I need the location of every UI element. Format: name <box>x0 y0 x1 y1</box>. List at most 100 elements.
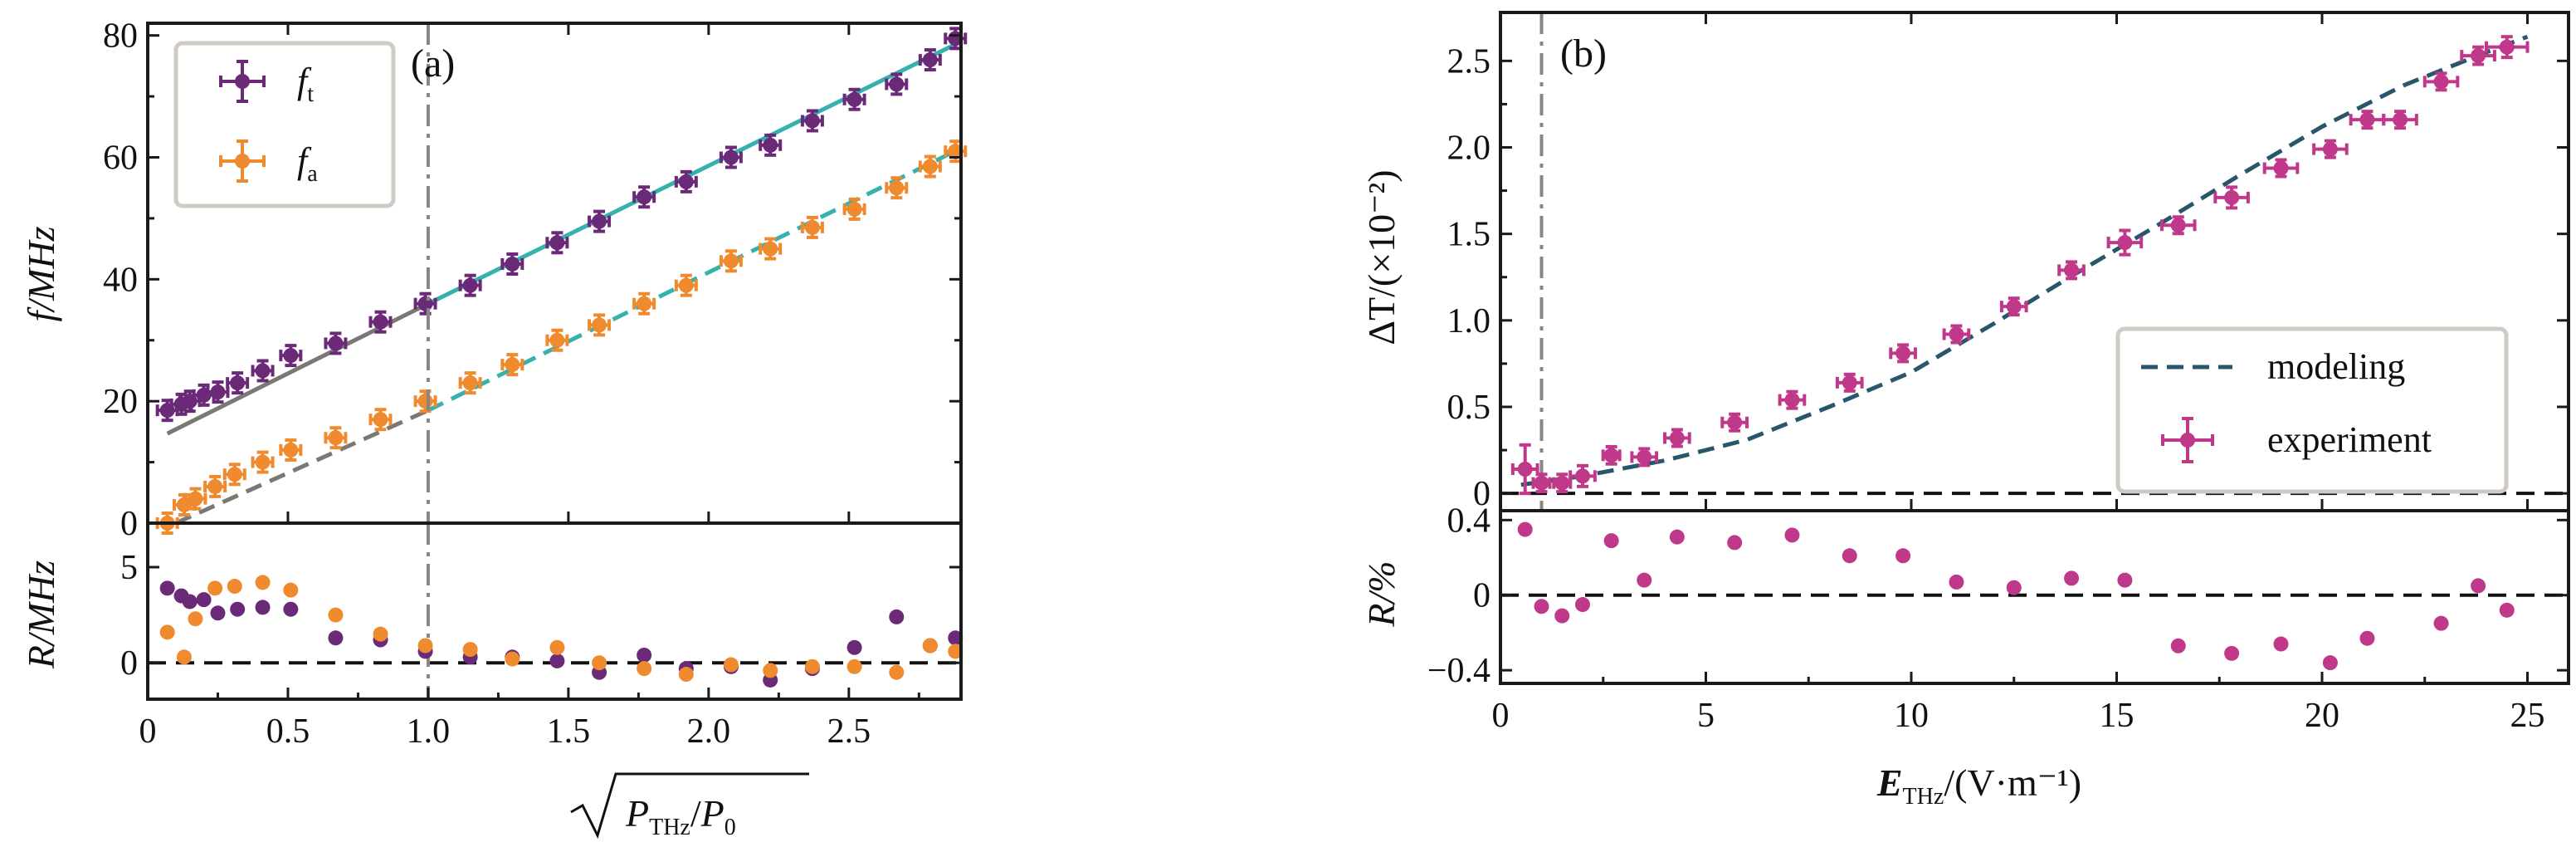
legend-box <box>2115 326 2509 494</box>
data-point-ft <box>674 169 698 193</box>
residual-point-ft <box>948 630 964 646</box>
panel-a-label: (a) <box>411 42 455 86</box>
panel-a-top-ylabel: f/MHz <box>20 226 62 321</box>
residual-point-fa <box>723 657 739 673</box>
data-point <box>1784 392 1800 408</box>
data-point <box>889 76 905 92</box>
data-point <box>176 497 192 512</box>
data-point <box>1534 475 1549 491</box>
residual-point <box>1842 548 1857 564</box>
residual-point-ft <box>182 594 198 609</box>
sqrt-sign-icon <box>570 772 809 840</box>
x-tick-label: 15 <box>2100 697 2134 735</box>
y-tick-label: 40 <box>103 261 138 299</box>
residual-point <box>1895 548 1911 564</box>
data-point-fa <box>458 371 482 395</box>
panel-a-top-plot: 0 20 40 60 80 ft fa <box>103 17 968 543</box>
svg-text:PTHz/P0: PTHz/P0 <box>625 792 736 840</box>
data-point <box>235 74 250 89</box>
data-point-ft <box>918 48 942 72</box>
residual-point <box>1669 529 1685 545</box>
y-tick-label: 60 <box>103 140 138 178</box>
data-point <box>1949 326 1964 342</box>
y-tick-label: 1.0 <box>1447 302 1491 340</box>
residual-point-fa <box>159 624 175 640</box>
residual-point <box>2322 655 2338 671</box>
experiment-point <box>2312 139 2349 159</box>
experiment-point <box>2057 260 2086 281</box>
legend-item-modeling: modeling <box>2141 346 2405 387</box>
residual-point-fa <box>549 639 565 655</box>
residual-point-ft <box>255 600 271 615</box>
data-point-fa <box>885 176 909 200</box>
legend-item-ft: ft <box>219 60 314 107</box>
experiment-point <box>2485 35 2530 60</box>
residual-point-ft <box>328 630 344 646</box>
data-point-fa <box>545 328 569 352</box>
experiment-point <box>1889 343 1917 364</box>
residual-point <box>1784 527 1800 543</box>
residual-point-fa <box>804 658 820 674</box>
data-point <box>2433 74 2449 90</box>
data-point <box>1669 430 1685 446</box>
residual-point-ft <box>889 609 905 624</box>
panel-a-bottom-ylabel: R/MHz <box>20 561 62 669</box>
residual-point-fa <box>889 664 905 680</box>
data-point <box>2322 141 2338 157</box>
residual-point <box>2224 645 2240 661</box>
legend-box <box>173 41 396 208</box>
data-point <box>804 219 820 235</box>
data-point <box>846 91 862 107</box>
residual-point-ft <box>549 653 565 668</box>
residual-point-fa <box>176 649 192 665</box>
data-point <box>255 454 271 470</box>
residual-point <box>2471 578 2486 594</box>
residual-point-ft <box>196 592 212 608</box>
data-point <box>328 430 344 446</box>
data-point-ft <box>458 273 482 297</box>
panel-b-residual-plot: −0.400.40 5 10 15 20 25 <box>1427 502 2570 735</box>
data-point <box>1603 448 1619 463</box>
data-point <box>549 235 565 251</box>
experiment-point <box>2213 185 2250 210</box>
experiment-point <box>1663 428 1691 448</box>
panel-a: 0 20 40 60 80 ft fa 0 5 0 0.5 1.0 1.5 2.0 2.5 (a) f/M… <box>20 17 968 840</box>
x-tick-label: 0.5 <box>266 712 310 751</box>
legend-label: modeling <box>2267 346 2405 387</box>
data-point <box>462 277 478 293</box>
x-tick-label: 10 <box>1894 697 1929 735</box>
y-tick-label: 5 <box>120 549 138 587</box>
data-point-ft <box>545 231 569 255</box>
residual-point <box>2359 630 2375 646</box>
data-point <box>723 253 739 269</box>
residual-point-fa <box>763 663 778 678</box>
data-point <box>2117 235 2133 251</box>
data-point-ft <box>155 399 179 423</box>
data-point-fa <box>222 463 246 487</box>
experiment-point <box>2382 110 2418 130</box>
data-point <box>235 154 250 169</box>
x-tick-label: 2.0 <box>687 712 731 751</box>
data-point-fa <box>588 313 612 337</box>
data-point <box>2006 299 2022 315</box>
residual-point-fa <box>637 661 652 677</box>
legend-item-experiment: experiment <box>2161 417 2432 463</box>
data-point-ft <box>226 371 250 395</box>
data-point <box>1637 449 1652 465</box>
panel-b-xlabel: ETHz/(V·m⁻¹) <box>1876 761 2081 810</box>
data-point <box>373 314 388 330</box>
data-point <box>328 335 344 351</box>
residual-point-ft <box>846 639 862 655</box>
y-tick-label: 2.0 <box>1447 130 1491 168</box>
data-point <box>889 180 905 196</box>
residual-point-ft <box>159 580 175 596</box>
x-tick-label: 0 <box>139 712 157 751</box>
data-point <box>283 442 299 458</box>
residual-point-fa <box>373 626 388 642</box>
residual-point-fa <box>948 644 964 659</box>
data-point <box>417 296 433 311</box>
panel-b-top-ylabel: ΔT/(×10⁻²) <box>1360 169 1403 345</box>
model-curve <box>1520 34 2529 487</box>
y-tick-label: 0 <box>1473 475 1490 513</box>
experiment-point <box>1720 412 1749 433</box>
